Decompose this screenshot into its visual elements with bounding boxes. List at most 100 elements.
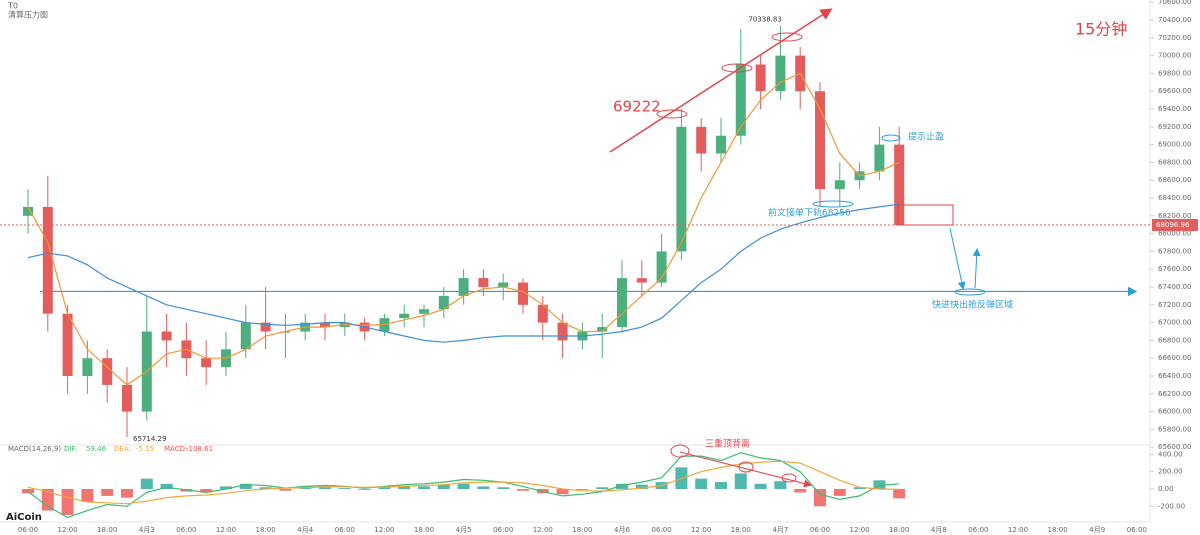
macd-bar [774, 481, 787, 489]
macd-bar [853, 487, 866, 489]
x-tick-label: 06:00 [18, 526, 38, 534]
x-tick-label: 06:00 [335, 526, 355, 534]
x-tick-label: 4月5 [456, 526, 472, 534]
candle-body [201, 358, 212, 368]
y-tick-label: 68600.00 [1158, 176, 1191, 184]
macd-bar [358, 488, 371, 490]
div-circle [670, 444, 690, 458]
macd-bar [814, 488, 826, 507]
candle-body [161, 331, 172, 341]
macd-bar [715, 482, 727, 489]
x-tick-label: 18:00 [731, 526, 751, 534]
high-label: 70338.83 [748, 15, 781, 23]
macd-bar [140, 478, 153, 489]
macd-bar [220, 486, 232, 489]
candle-body [102, 358, 113, 385]
macd-bar [556, 488, 569, 495]
macd-bar [457, 483, 470, 489]
x-tick-label: 18:00 [256, 526, 276, 534]
y-tick-label: 66600.00 [1158, 354, 1191, 362]
candle-body [62, 313, 73, 376]
candle-body [498, 282, 509, 288]
macd-bar [893, 488, 906, 499]
x-tick-label: 12:00 [374, 526, 394, 534]
candle-body [834, 180, 845, 190]
x-tick-label: 12:00 [1008, 526, 1028, 534]
arrow [972, 248, 981, 289]
macd-bar [239, 483, 252, 489]
y-tick-label: 400.00 [1158, 450, 1183, 458]
candle-body [815, 91, 825, 190]
macd-bar [418, 486, 430, 489]
x-tick-label: 12:00 [216, 526, 236, 534]
y-tick-label: 200.00 [1158, 468, 1183, 476]
brand: AiCoin [6, 512, 42, 523]
y-tick-label: 69800.00 [1158, 69, 1191, 77]
candle-body [617, 278, 627, 328]
y-tick-label: 69400.00 [1158, 105, 1191, 113]
x-tick-label: 4月8 [931, 526, 947, 534]
macd-bar [695, 478, 708, 489]
candle-body [240, 322, 251, 350]
macd-bar [319, 487, 331, 489]
macd-bar [279, 488, 292, 491]
candle-body [656, 251, 667, 283]
line [27, 72, 900, 386]
macd-bar [833, 488, 846, 496]
candle-body [775, 55, 786, 92]
candle-body [557, 322, 568, 341]
y-tick-label: 66800.00 [1158, 336, 1191, 344]
macd-bar [81, 488, 94, 502]
legend-value: -5.15 [136, 445, 154, 453]
x-tick-label: 06:00 [1127, 526, 1147, 534]
x-tick-label: 06:00 [810, 526, 830, 534]
candle-body [676, 126, 687, 252]
annotations: T0 清算压力图 15分钟 69222 提示止盈 前文接单下轨68256 快进快… [6, 2, 1127, 524]
macd-bar [517, 488, 529, 491]
candle-body [260, 322, 271, 332]
tp-circle [881, 134, 901, 142]
candle-body [438, 295, 449, 310]
annotation: 提示止盈 [908, 131, 944, 143]
y-tick-label: 67000.00 [1158, 319, 1191, 327]
annotation: 快进快出抢反弹区域 [932, 299, 1013, 311]
candle-body [458, 278, 469, 296]
y-tick-label: 67400.00 [1158, 283, 1191, 291]
macd-bar [160, 483, 173, 489]
zone-box [897, 204, 954, 226]
indicator-title: MACD(14,26,9) [8, 445, 61, 453]
x-tick-label: 4月9 [1089, 526, 1105, 534]
legend-value: -108.61 [186, 445, 213, 453]
y-tick-label: 70600.00 [1158, 0, 1191, 6]
y-tick-label: 65800.00 [1158, 425, 1191, 433]
line [27, 452, 900, 519]
y-tick-label: 0.00 [1158, 485, 1174, 493]
y-tick-label: 66200.00 [1158, 390, 1191, 398]
y-tick-label: 70400.00 [1158, 16, 1191, 24]
legend-name: MACD: [164, 445, 187, 453]
current-price-box [1152, 218, 1198, 231]
macd-bar [596, 487, 609, 489]
y-tick-label: 69000.00 [1158, 141, 1191, 149]
arrow [949, 227, 966, 290]
candle-body [518, 282, 528, 305]
macd-bar [873, 480, 886, 489]
x-tick-label: 06:00 [176, 526, 196, 534]
top-circle [771, 32, 803, 42]
x-tick-label: 18:00 [97, 526, 117, 534]
y-tick-label: -200.00 [1158, 502, 1185, 510]
x-tick-label: 12:00 [691, 526, 711, 534]
y-tick-label: 68200.00 [1158, 212, 1191, 220]
x-tick-label: 18:00 [414, 526, 434, 534]
macd-bar [635, 484, 648, 489]
macd-bar [22, 488, 34, 494]
legend-name: DEA: [114, 445, 131, 453]
candle-body [735, 64, 746, 136]
entry-circle [812, 200, 854, 208]
macd-bar [477, 486, 490, 489]
low-label: 65714.29 [133, 435, 166, 443]
x-tick-label: 18:00 [572, 526, 592, 534]
candle-body [894, 144, 905, 225]
candle-body [597, 327, 608, 332]
